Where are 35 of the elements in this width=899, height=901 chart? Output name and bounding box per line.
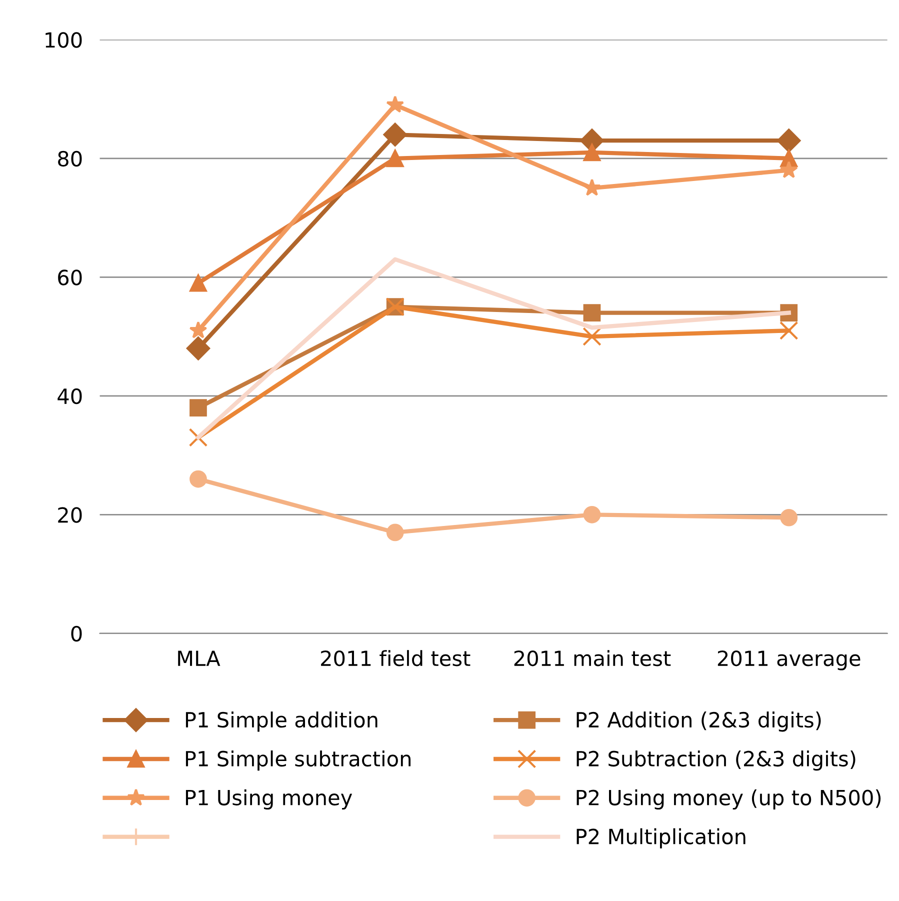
x-tick-label: MLA [178, 650, 220, 666]
legend-label: P2 Subtraction (2&3 digits) [576, 750, 856, 771]
point [189, 321, 208, 338]
point [780, 160, 798, 178]
y-tick-label: 0 [71, 626, 82, 642]
point [190, 470, 207, 488]
point [583, 144, 601, 162]
point [383, 122, 407, 146]
point [583, 304, 601, 322]
point [386, 150, 404, 168]
legend-label: P2 Multiplication [576, 828, 746, 848]
x-tick-label: 2011 field test [321, 650, 470, 666]
point [780, 508, 798, 526]
y-tick-label: 100 [46, 32, 82, 48]
point [583, 506, 601, 524]
x-tick-label: 2011 average [718, 650, 860, 670]
point [779, 321, 798, 340]
point [777, 128, 801, 152]
y-tick-label: 80 [58, 150, 82, 167]
legend-label: P1 Simple addition [186, 712, 378, 732]
legend-label: P2 Using money (up to N500) [576, 789, 881, 810]
point [186, 336, 210, 360]
legend-label: P2 Addition (2&3 digits) [576, 712, 821, 732]
point [582, 327, 602, 346]
point [583, 178, 601, 196]
point [386, 96, 404, 113]
y-tick-label: 20 [58, 507, 82, 523]
legend-label: P1 Simple subtraction [186, 750, 410, 771]
legend-label: P1 Using money [186, 789, 352, 810]
y-tick-label: 60 [58, 270, 82, 286]
point [386, 524, 404, 542]
y-tick-label: 40 [58, 388, 82, 404]
x-tick-label: 2011 main test [514, 650, 671, 666]
point [190, 399, 207, 416]
point [190, 274, 207, 292]
